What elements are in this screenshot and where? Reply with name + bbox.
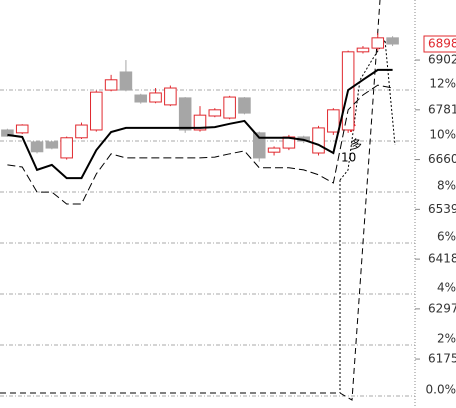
candle-body: [356, 47, 370, 53]
y2-tick-label: 4%: [437, 281, 456, 295]
y2-tick-label: 12%: [429, 77, 456, 91]
y2-tick-label: 8%: [437, 179, 456, 193]
candle-body: [30, 141, 44, 153]
candle-body: [15, 124, 29, 134]
y-tick-label: 6418: [428, 252, 456, 266]
candle-body: [134, 94, 148, 103]
candle-body: [178, 97, 192, 131]
candle-body: [119, 71, 133, 91]
y-tick-label: 6175: [428, 352, 456, 366]
annotation: 10: [341, 151, 356, 165]
y2-tick-label: 0.0%: [426, 383, 456, 397]
y-tick-label: 6297: [428, 301, 456, 315]
candle-body: [223, 96, 236, 119]
y-tick-label: 6902: [428, 53, 456, 67]
candle-body: [149, 92, 162, 103]
candle-body: [238, 97, 251, 114]
candle-body: [312, 127, 325, 154]
candle-body: [267, 147, 281, 153]
y2-tick-label: 2%: [437, 332, 456, 346]
reference-line: [0, 0, 381, 401]
y2-tick-label: 6%: [437, 230, 456, 244]
line-series: [7, 68, 393, 180]
last-price-label: 6898: [428, 37, 456, 51]
candle-body: [90, 91, 103, 131]
last-price-box: [423, 35, 456, 53]
candle-body: [208, 109, 222, 117]
candle-body: [1, 129, 14, 137]
candle-body: [104, 79, 118, 91]
candle-body: [60, 137, 73, 159]
line-series: [7, 84, 393, 205]
candle-body: [45, 141, 59, 149]
candle-body: [164, 87, 177, 106]
candle-body: [327, 109, 340, 133]
annotation: 多: [350, 138, 362, 152]
y-tick-label: 6660: [428, 152, 456, 166]
candle-body: [371, 37, 385, 49]
y-tick-label: 6539: [428, 202, 456, 216]
candle-body: [75, 124, 88, 139]
candle-body: [252, 132, 266, 159]
y-tick-label: 6781: [428, 102, 456, 116]
candle-body: [193, 114, 207, 131]
y2-tick-label: 10%: [429, 128, 456, 142]
reference-line: [339, 38, 396, 181]
candle-body: [386, 37, 399, 45]
